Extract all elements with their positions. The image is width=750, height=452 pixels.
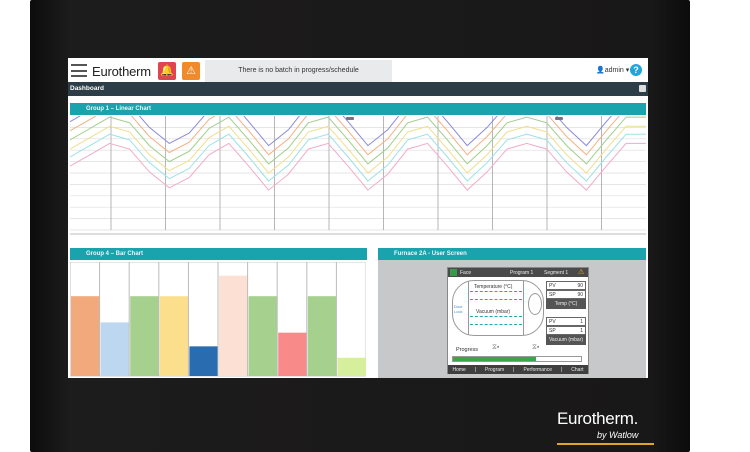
- screen: Eurotherm 🔔 ⚠ There is no batch in progr…: [68, 58, 648, 378]
- brand-underline: [557, 443, 654, 445]
- bar-1: [71, 296, 100, 376]
- hmi-tabs: Home | Program | Performance | Chart: [448, 365, 588, 374]
- temp-sp[interactable]: SP 90: [546, 290, 586, 299]
- valve-icon: ⧖▪: [492, 344, 500, 351]
- bar-7: [248, 296, 278, 376]
- door-lock-label: Door Lock: [454, 304, 463, 314]
- user-name: admin ▾: [604, 67, 630, 74]
- tab-performance[interactable]: Performance: [523, 366, 553, 373]
- program-label: Program 1: [510, 270, 534, 276]
- vacuum-button[interactable]: Vacuum (mbar): [546, 335, 586, 345]
- temp-pv: PV 90: [546, 281, 586, 290]
- hmi-title: Face: [460, 270, 472, 276]
- batch-status-message: There is no batch in progress/schedule: [205, 60, 392, 82]
- progress-bar: [452, 356, 582, 362]
- line-series-3: [70, 116, 646, 165]
- line-series-2: [70, 116, 620, 156]
- expand-icon[interactable]: [639, 85, 646, 92]
- bar-4: [159, 296, 189, 376]
- brand-logo: Eurotherm.: [557, 409, 639, 428]
- progress-fill: [453, 357, 537, 361]
- warning-icon[interactable]: ⚠: [182, 62, 200, 80]
- tab-home[interactable]: Home: [452, 366, 466, 373]
- line-series-6: [70, 142, 646, 191]
- progress-label: Progress: [456, 347, 479, 353]
- hamburger-menu-icon[interactable]: [71, 64, 87, 77]
- bar-9: [307, 296, 337, 376]
- logo: Eurotherm: [92, 64, 151, 79]
- bar-5: [189, 346, 218, 376]
- temp-button[interactable]: Temp (°C): [546, 299, 586, 309]
- page-title: Dashboard: [70, 85, 104, 92]
- furnace-user-screen: Face Program 1 Segment 1 ⚠ Door Lock Tem…: [447, 267, 589, 374]
- temperature-trend: [470, 291, 522, 300]
- bar-3: [130, 296, 159, 376]
- dashboard-bar: Dashboard: [68, 82, 648, 96]
- vessel-body: [468, 281, 524, 335]
- furnace-panel: Face Program 1 Segment 1 ⚠ Door Lock Tem…: [378, 260, 646, 378]
- top-bar: Eurotherm 🔔 ⚠ There is no batch in progr…: [68, 60, 648, 82]
- bar-chart: [70, 262, 366, 377]
- valve-icon: ⧖▪: [532, 344, 540, 351]
- user-icon: 👤: [596, 67, 605, 74]
- vacuum-label: Vacuum (mbar): [476, 309, 511, 315]
- bar-8: [278, 332, 307, 376]
- bar-10: [337, 357, 366, 376]
- bar-6: [219, 275, 248, 376]
- tab-chart[interactable]: Chart: [571, 366, 584, 373]
- tab-program[interactable]: Program: [485, 366, 505, 373]
- vac-sp[interactable]: SP 1: [546, 326, 586, 335]
- bar-chart-header: Group 4 – Bar Chart: [70, 248, 367, 260]
- linear-chart-header: Group 1 – Linear Chart: [70, 103, 646, 115]
- linear-chart: [70, 116, 646, 235]
- cursor-marker: [346, 117, 354, 120]
- vacuum-trend: [470, 316, 522, 325]
- temperature-label: Temperature (°C): [474, 284, 513, 290]
- line-series-4: [70, 125, 646, 174]
- line-series-1: [70, 116, 612, 147]
- hmi-top-bar: Face Program 1 Segment 1 ⚠: [448, 268, 588, 277]
- alarm-bell-icon[interactable]: 🔔: [158, 62, 176, 80]
- help-icon[interactable]: ?: [630, 64, 642, 76]
- brand-subtitle: by Watlow: [597, 430, 639, 440]
- user-menu[interactable]: 👤admin ▾: [596, 66, 629, 74]
- furnace-vessel: [452, 280, 544, 336]
- fan-icon: [528, 293, 542, 315]
- warning-icon: ⚠: [578, 269, 585, 276]
- vac-pv: PV 1: [546, 317, 586, 326]
- cursor-marker: [555, 117, 563, 120]
- bar-2: [100, 322, 130, 376]
- line-series-5: [70, 133, 646, 182]
- segment-label: Segment 1: [544, 270, 569, 276]
- home-icon: [450, 269, 457, 276]
- furnace-panel-header: Furnace 2A - User Screen: [378, 248, 646, 260]
